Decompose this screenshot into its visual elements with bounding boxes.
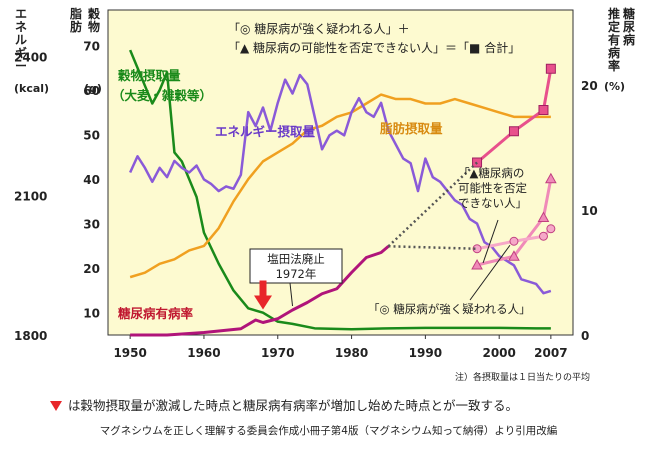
legend-line2: 「▲ 糖尿病の可能性を否定できない人」＝「■ 合計」 [228,40,520,55]
diabetes-unit: (%) [604,80,625,93]
diabetes-axis-label: 糖 [623,6,635,21]
diabetes-axis-label: 率 [608,58,620,73]
possible-label-line: できない人」 [458,196,527,210]
grain-tick-10: 10 [83,307,100,321]
diabetes-tick-20: 20 [581,79,598,93]
strong-point [538,231,548,241]
diabetes-axis-label: 尿 [623,19,635,34]
strong-point [472,244,482,254]
caption: は穀物摂取量が激減した時点と糖尿病有病率が増加し始めた時点とが一致する。 [0,395,657,414]
fat-axis-label: 肪 [70,19,82,34]
x-tick-label-1980: 1980 [335,346,368,360]
strong-point [509,236,519,246]
x-tick-label-2007: 2007 [534,346,567,360]
x-tick-label-2000: 2000 [482,346,515,360]
diabetes-tick-10: 10 [581,204,598,218]
grain-unit: (g) [84,82,102,95]
possible-point [508,250,520,261]
x-tick-label-1960: 1960 [187,346,220,360]
diabetes-axis-label: 病 [623,32,635,47]
energy-axis-label: ー [15,59,27,73]
fat-line [129,93,551,279]
energy-tick-2400: 2400 [14,50,47,64]
energy-unit: (kcal) [14,82,49,95]
possible-point [537,211,550,222]
grain-tick-50: 50 [83,129,100,143]
grain-line [128,49,551,331]
grain-tick-40: 40 [83,173,100,187]
energy-line [129,73,552,295]
grain-series-label: 穀物摂取量 [117,68,181,83]
energy-axis-label: エ [15,7,27,21]
grain-axis-label: 穀 [88,6,101,21]
red-arrow-icon [259,280,267,297]
legend-line1: 「◎ 糖尿病が強く疑われる人」＋ [228,21,410,36]
strong-line [476,227,552,251]
fat-series-label: 脂肪摂取量 [379,121,443,136]
diabetes-line [130,245,390,337]
possible-point [471,258,483,270]
possible-label-line: 可能性を否定 [458,181,527,195]
grain-tick-70: 70 [83,40,100,54]
total-point [508,126,519,137]
law-annotation-line1: 塩田法廃止 [267,252,325,266]
diabetes-axis-label: 定 [608,19,620,34]
dotted-connector-0 [387,161,478,248]
fat-axis-label: 脂 [69,6,82,21]
law-annotation-pointer [289,282,294,307]
energy-series-label: エネルギー摂取量 [215,124,316,139]
total-point [538,105,549,115]
grain-tick-20: 20 [83,262,100,276]
strong-label: 「◎ 糖尿病が強く疑われる人」 [368,302,531,316]
strong-point [546,224,556,234]
possible-label-line: 「▲糖尿病の [458,166,524,180]
total-line [476,68,553,164]
red-arrow-icon [50,400,62,411]
x-tick-label-1950: 1950 [113,346,146,360]
energy-tick-2100: 2100 [14,190,47,204]
strong-label-pointer [469,244,511,301]
law-annotation-box [249,248,343,284]
possible-line [476,178,553,267]
plot-frame [107,9,574,336]
diabetes-diet-chart: 1950 1960 1970 1980 1990 2000 2007 1800 2100 2400… [14,6,635,360]
diabetes-axis-label: 推 [608,6,620,21]
caption-text: は穀物摂取量が激減した時点と糖尿病有病率が増加し始めた時点とが一致する。 [68,398,519,413]
energy-axis-label: ネ [15,20,27,34]
grain-axis-label: 物 [88,19,100,34]
grain-series-sublabel: （大麦・雑穀等） [112,88,212,103]
diabetes-axis-label: 有 [608,32,620,47]
energy-axis-label: ギ [15,45,27,60]
x-tick-label-1970: 1970 [261,346,294,360]
source-credit: マグネシウムを正しく理解する委員会作成小冊子第4版（マグネシウム知って納得）より… [99,425,558,437]
diabetes-tick-0: 0 [581,329,589,343]
red-arrow-icon [254,295,272,310]
grain-tick-60: 60 [83,84,100,98]
possible-point [545,172,557,184]
x-tick-label-1990: 1990 [409,346,442,360]
grain-tick-30: 30 [83,218,100,232]
energy-tick-1800: 1800 [14,329,47,343]
diabetes-axis-label: 病 [608,45,620,60]
energy-axis-label: ル [15,33,27,47]
possible-label-pointer [482,219,499,264]
total-point [545,63,556,74]
chart-note: 注）各摂取量は１日当たりの平均 [455,373,591,383]
law-annotation-line2: 1972年 [276,267,317,281]
diabetes-series-label: 糖尿病有病率 [118,306,194,321]
